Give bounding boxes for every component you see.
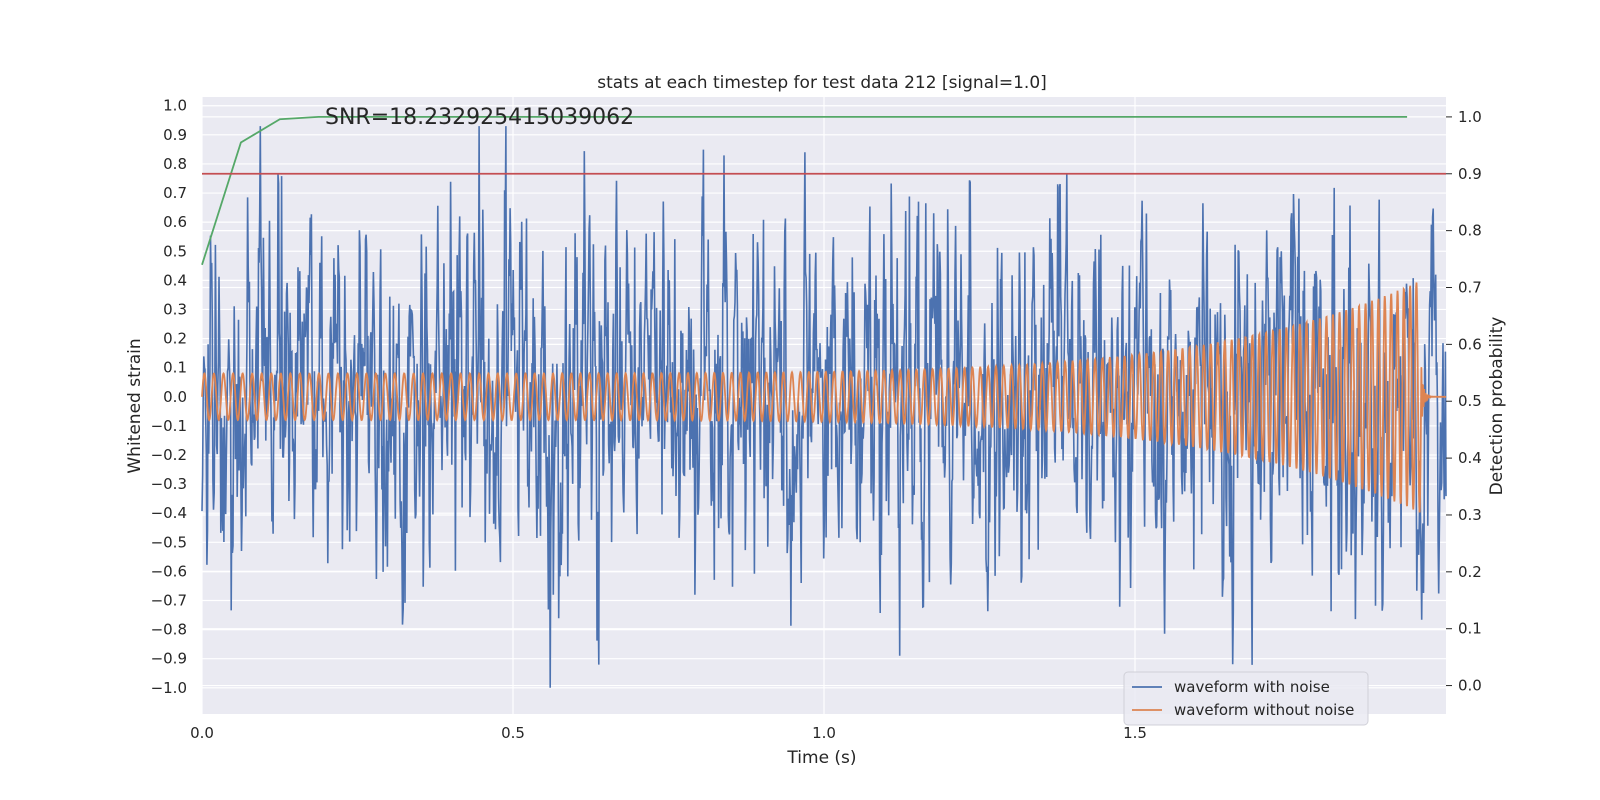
x-tick-label-0: 0.0 — [190, 724, 214, 742]
legend: waveform with noise waveform without nois… — [1123, 671, 1369, 726]
y-tick-label-right-4: 0.6 — [1458, 335, 1482, 353]
y-tick-label-left-5: 0.5 — [163, 242, 187, 260]
y-tick-label-left-14: −0.4 — [151, 504, 187, 522]
y-tick-label-right-8: 0.2 — [1458, 563, 1482, 581]
y-tick-label-left-16: −0.6 — [151, 562, 187, 580]
y-tick-label-left-10: 0.0 — [163, 388, 187, 406]
y-tick-label-left-3: 0.7 — [163, 184, 187, 202]
y-tick-label-right-5: 0.5 — [1458, 392, 1482, 410]
x-ticks: 0.0 0.5 1.0 1.5 — [190, 724, 1147, 742]
y-tick-label-left-18: −0.8 — [151, 621, 187, 639]
y-tick-label-right-0: 1.0 — [1458, 108, 1482, 126]
y-tick-label-left-20: −1.0 — [151, 679, 187, 697]
y-tick-label-right-6: 0.4 — [1458, 449, 1482, 467]
y-tick-label-right-7: 0.3 — [1458, 506, 1482, 524]
y-tick-label-right-10: 0.0 — [1458, 677, 1482, 695]
series-waveform-with-noise — [201, 126, 1447, 688]
x-tick-label-1: 0.5 — [501, 724, 525, 742]
legend-label-0: waveform with noise — [1174, 678, 1330, 696]
y-tick-label-left-1: 0.9 — [163, 126, 187, 144]
y-tick-label-right-3: 0.7 — [1458, 279, 1482, 297]
y-tick-label-left-11: −0.1 — [151, 417, 187, 435]
legend-label-1: waveform without noise — [1174, 701, 1354, 719]
snr-annotation: SNR=18.232925415039062 — [325, 105, 634, 130]
y-tick-label-left-13: −0.3 — [151, 475, 187, 493]
y-tick-label-right-2: 0.8 — [1458, 222, 1482, 240]
y-tick-label-right-9: 0.1 — [1458, 620, 1482, 638]
y-tick-label-left-0: 1.0 — [163, 97, 187, 115]
y-tick-label-left-19: −0.9 — [151, 650, 187, 668]
y-axis-label-right: Detection probability — [1487, 317, 1507, 496]
y-tick-label-left-2: 0.8 — [163, 155, 187, 173]
y-axis-label-left: Whitened strain — [125, 338, 145, 473]
y-ticks-left: 1.0 0.9 0.8 0.7 0.6 0.5 0.4 0.3 0.2 0.1 0.0 −0.1 −0.… — [151, 97, 187, 697]
series-waveform-without-noise — [201, 282, 1446, 513]
y-tick-label-left-17: −0.7 — [151, 591, 187, 609]
x-tick-label-2: 1.0 — [812, 724, 836, 742]
y-tick-label-left-4: 0.6 — [163, 213, 187, 231]
chart-title: stats at each timestep for test data 212… — [597, 73, 1047, 93]
x-tick-label-3: 1.5 — [1123, 724, 1147, 742]
x-axis-label: Time (s) — [786, 748, 856, 768]
y-tick-label-left-15: −0.5 — [151, 533, 187, 551]
y-tick-label-left-7: 0.3 — [163, 300, 187, 318]
y-tick-label-left-6: 0.4 — [163, 271, 187, 289]
legend-box — [1123, 671, 1369, 726]
series-detection-probability — [201, 116, 1408, 266]
y-tick-label-left-12: −0.2 — [151, 446, 187, 464]
y-tick-label-left-9: 0.1 — [163, 359, 187, 377]
series-layer — [201, 116, 1447, 688]
y-tick-label-left-8: 0.2 — [163, 330, 187, 348]
y-ticks-right: 1.0 0.9 0.8 0.7 0.6 0.5 0.4 0.3 0.2 0.1 0.0 — [1446, 108, 1482, 695]
y-tick-label-right-1: 0.9 — [1458, 165, 1482, 183]
